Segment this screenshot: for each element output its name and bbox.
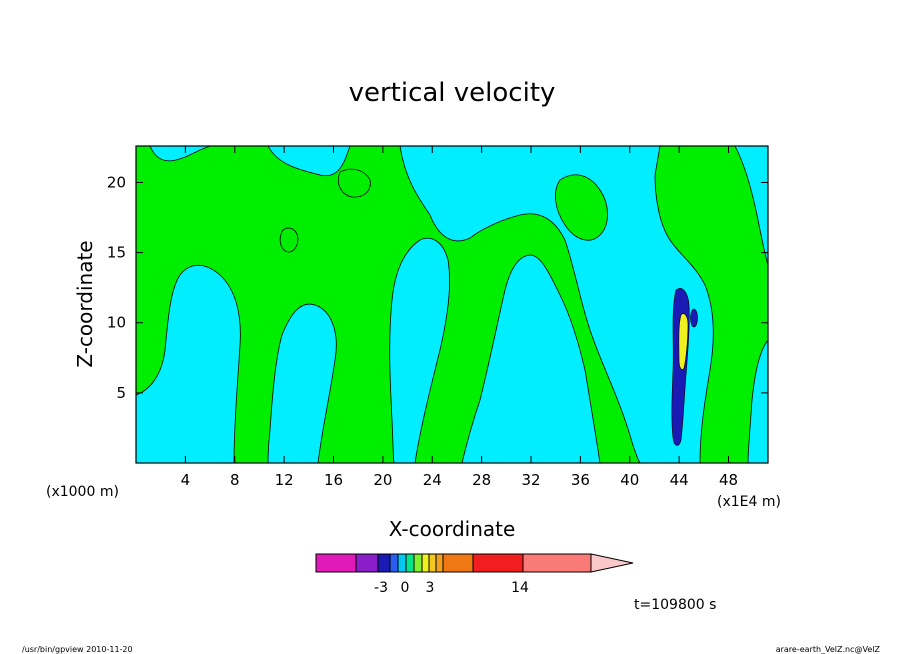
- colorbar-segment: [435, 553, 444, 573]
- colorbar-segment: [405, 553, 415, 573]
- colorbar-segment: [472, 553, 524, 573]
- x-tick-label: 4: [181, 471, 191, 489]
- colorbar-segment: [377, 553, 391, 573]
- x-tick-label: 48: [719, 471, 738, 489]
- colorbar-segment: [428, 553, 437, 573]
- footer-right: arare-earth_VelZ.nc@VelZ: [776, 645, 881, 654]
- colorbar-segment: [413, 553, 423, 573]
- x-tick-label: 16: [324, 471, 343, 489]
- colorbar-label-14: 14: [511, 580, 529, 596]
- colorbar-label-neg3: -3: [374, 580, 388, 596]
- colorbar-extension-arrow: [590, 553, 634, 573]
- colorbar-segment: [522, 553, 592, 573]
- y-axis-label: Z-coordinate: [73, 240, 97, 367]
- x-tick-label: 32: [521, 471, 540, 489]
- positive-velocity-contour: [555, 174, 608, 241]
- y-tick-label: 15: [107, 244, 126, 262]
- x-axis-label: X-coordinate: [389, 517, 516, 541]
- x-unit-left: (x1000 m): [46, 484, 119, 500]
- colorbar-segment: [397, 553, 407, 573]
- x-tick-label: 24: [423, 471, 442, 489]
- colorbar: [315, 553, 634, 573]
- x-tick-label: 44: [670, 471, 689, 489]
- colorbar-label-0: 0: [401, 580, 410, 596]
- x-tick-label: 12: [275, 471, 294, 489]
- plot-frame: [135, 145, 769, 464]
- x-unit-right: (x1E4 m): [717, 494, 781, 510]
- x-tick-label: 28: [472, 471, 491, 489]
- colorbar-segment: [355, 553, 379, 573]
- strong-downdraft-cell: [690, 308, 698, 328]
- x-tick-label: 36: [571, 471, 590, 489]
- y-tick-label: 10: [107, 314, 126, 332]
- colorbar-segment: [442, 553, 474, 573]
- x-tick-label: 20: [373, 471, 392, 489]
- y-tick-label: 5: [116, 384, 126, 402]
- y-tick-label: 20: [107, 173, 126, 191]
- colorbar-label-3: 3: [426, 580, 435, 596]
- positive-velocity-contour: [279, 227, 299, 253]
- positive-velocity-contour: [337, 168, 371, 198]
- x-tick-label: 40: [620, 471, 639, 489]
- colorbar-segment: [389, 553, 399, 573]
- y-axis-ticks: 5 10 15 20: [107, 173, 768, 402]
- time-label: t=109800 s: [634, 597, 716, 613]
- strong-velocity-regions: [671, 288, 698, 446]
- positive-velocity-regions: [135, 145, 769, 464]
- colorbar-segment: [315, 553, 357, 573]
- footer-left: /usr/bin/gpview 2010-11-20: [22, 645, 133, 654]
- positive-velocity-contour: [135, 145, 641, 464]
- x-axis-ticks: 4 8 12 16 20 24 28 32 36 40 44 48: [181, 146, 738, 489]
- chart-title: vertical velocity: [349, 78, 556, 108]
- strong-updraft-blob: [678, 313, 689, 370]
- x-tick-label: 8: [230, 471, 240, 489]
- colorbar-segment: [421, 553, 430, 573]
